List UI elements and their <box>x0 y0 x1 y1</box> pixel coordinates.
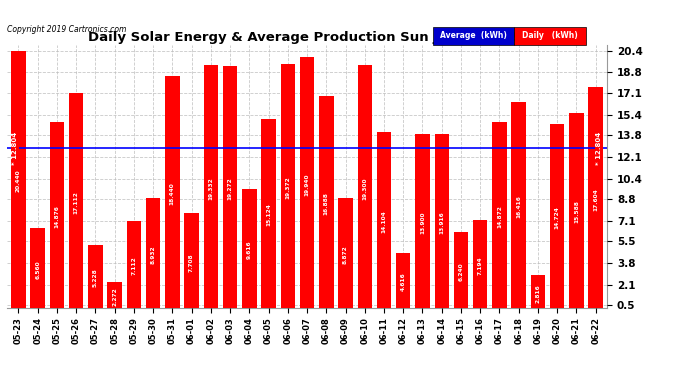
Text: 16.416: 16.416 <box>516 195 521 218</box>
Text: 15.124: 15.124 <box>266 204 271 226</box>
Text: 6.240: 6.240 <box>458 262 464 281</box>
Bar <box>11 51 26 311</box>
Text: 4.616: 4.616 <box>401 273 406 291</box>
Text: 2.272: 2.272 <box>112 288 117 306</box>
Bar <box>338 198 353 311</box>
Title: Daily Solar Energy & Average Production Sun Jun 23 20:28: Daily Solar Energy & Average Production … <box>88 31 526 44</box>
Text: * 12.804: * 12.804 <box>596 132 602 165</box>
Bar <box>589 87 603 311</box>
FancyBboxPatch shape <box>433 27 514 45</box>
Bar <box>531 276 545 311</box>
Bar <box>127 221 141 311</box>
Bar <box>454 232 469 311</box>
Text: 19.272: 19.272 <box>228 177 233 200</box>
Bar <box>435 134 449 311</box>
Text: 14.872: 14.872 <box>497 205 502 228</box>
Bar <box>165 76 179 311</box>
Bar <box>357 65 372 311</box>
Text: 16.888: 16.888 <box>324 192 329 215</box>
Text: 9.616: 9.616 <box>247 241 252 260</box>
Text: 18.440: 18.440 <box>170 183 175 205</box>
Text: 14.724: 14.724 <box>555 206 560 229</box>
Bar <box>204 65 218 311</box>
Text: 14.876: 14.876 <box>55 205 59 228</box>
Bar <box>88 245 103 311</box>
Bar <box>511 102 526 311</box>
Bar <box>242 189 257 311</box>
Bar <box>550 124 564 311</box>
Bar <box>415 134 430 311</box>
Text: Average  (kWh): Average (kWh) <box>440 31 507 40</box>
FancyBboxPatch shape <box>514 27 586 45</box>
Bar <box>492 122 506 311</box>
Bar <box>281 64 295 311</box>
Text: 19.940: 19.940 <box>304 173 310 195</box>
Bar <box>262 118 276 311</box>
Bar <box>146 198 160 311</box>
Text: Daily   (kWh): Daily (kWh) <box>522 31 578 40</box>
Text: 13.900: 13.900 <box>420 211 425 234</box>
Text: 20.440: 20.440 <box>16 170 21 192</box>
Bar <box>69 93 83 311</box>
Bar <box>223 66 237 311</box>
Text: 14.104: 14.104 <box>382 210 386 233</box>
Text: 6.560: 6.560 <box>35 260 40 279</box>
Text: 17.112: 17.112 <box>74 191 79 214</box>
Text: 7.708: 7.708 <box>189 253 194 272</box>
Text: Copyright 2019 Cartronics.com: Copyright 2019 Cartronics.com <box>7 26 126 34</box>
Text: 13.916: 13.916 <box>440 211 444 234</box>
Text: 15.588: 15.588 <box>574 201 579 223</box>
Bar <box>473 220 487 311</box>
Text: 19.372: 19.372 <box>285 177 290 199</box>
Bar <box>108 282 122 311</box>
Bar <box>319 96 333 311</box>
Bar <box>396 252 411 311</box>
Bar <box>184 213 199 311</box>
Bar <box>569 113 584 311</box>
Bar <box>377 132 391 311</box>
Text: * 12.804: * 12.804 <box>12 132 18 165</box>
Text: 17.604: 17.604 <box>593 188 598 210</box>
Text: 7.194: 7.194 <box>477 256 483 275</box>
Text: 8.872: 8.872 <box>343 245 348 264</box>
Text: 7.112: 7.112 <box>131 256 137 275</box>
Text: 5.228: 5.228 <box>93 268 98 287</box>
Bar <box>30 228 45 311</box>
Text: 2.816: 2.816 <box>535 284 540 303</box>
Bar <box>50 122 64 311</box>
Text: 8.932: 8.932 <box>150 245 156 264</box>
Bar <box>300 57 314 311</box>
Text: 19.300: 19.300 <box>362 177 367 200</box>
Text: 19.332: 19.332 <box>208 177 213 200</box>
